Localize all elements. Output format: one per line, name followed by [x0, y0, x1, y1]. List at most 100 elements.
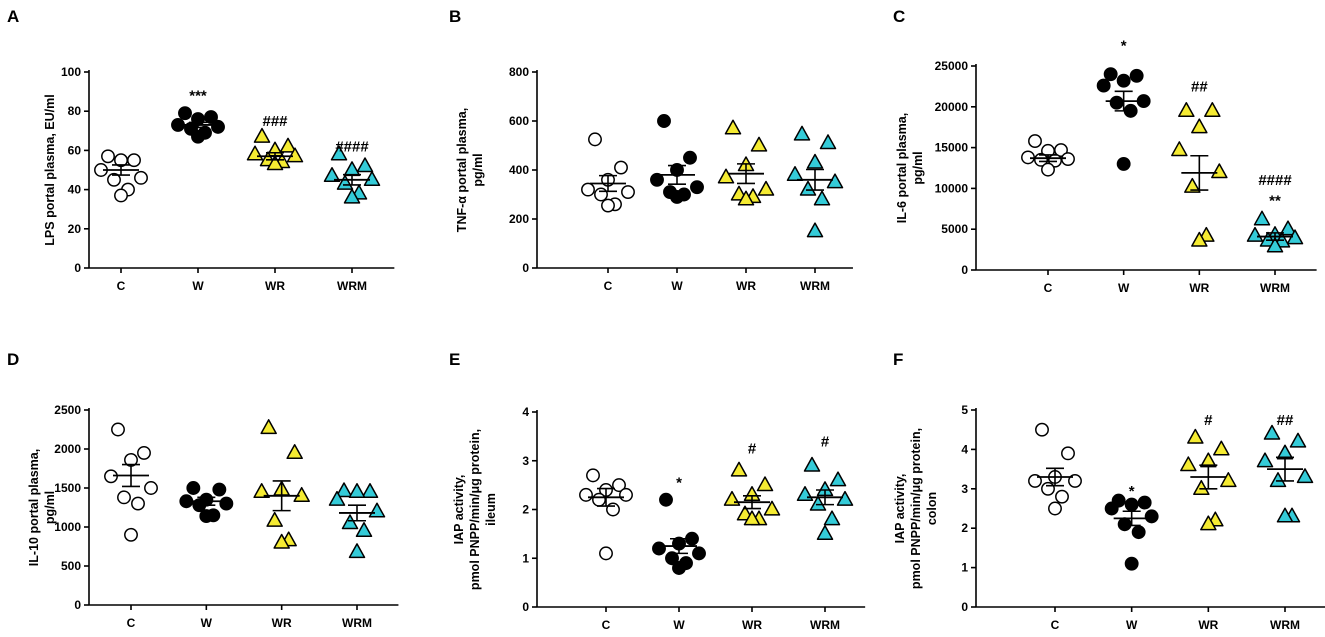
data-point-W: [672, 561, 686, 575]
data-point-WRM: [348, 483, 366, 499]
y-tick-label: 100: [61, 65, 81, 79]
data-point-WR: [246, 145, 264, 161]
data-point-W: [1131, 525, 1146, 540]
x-tick-label: W: [201, 616, 213, 630]
y-tick-label: 60: [68, 143, 82, 157]
data-point-WRM: [341, 514, 359, 530]
data-point-W: [199, 509, 214, 524]
data-point-W: [191, 129, 205, 144]
data-point-W: [659, 492, 673, 507]
y-tick-label: 400: [509, 163, 529, 177]
significance-marker: *: [676, 475, 682, 492]
y-axis-label-line: pg/ml: [911, 151, 925, 184]
x-tick-label: WR: [742, 618, 762, 632]
data-point-WR: [260, 419, 277, 435]
y-axis-label-line: IAP activity,: [893, 474, 907, 544]
data-point-WR: [266, 155, 284, 171]
data-point-WRM: [813, 190, 831, 206]
data-point-WR: [1200, 515, 1217, 531]
data-point-WR: [286, 147, 304, 163]
x-tick-label: WRM: [800, 279, 830, 293]
data-point-W: [204, 110, 218, 125]
y-tick-label: 1: [522, 551, 529, 565]
data-point-C: [1035, 422, 1049, 437]
data-point-WRM: [356, 157, 374, 173]
significance-marker: *: [1121, 38, 1127, 55]
data-point-WRM: [361, 483, 379, 499]
y-tick-label: 5000: [941, 222, 968, 236]
x-tick-label: WRM: [1270, 618, 1300, 632]
data-point-W: [1117, 517, 1132, 532]
data-point-C: [601, 198, 615, 213]
data-point-WR: [724, 119, 742, 135]
data-point-WR: [1204, 102, 1221, 118]
data-point-WRM: [786, 166, 804, 182]
data-point-C: [101, 149, 115, 164]
x-tick-label: W: [1118, 281, 1130, 295]
data-point-WR: [1211, 163, 1228, 179]
data-point-WRM: [1289, 432, 1307, 448]
data-point-WRM: [826, 173, 844, 189]
data-point-W: [1116, 73, 1131, 88]
y-axis-label-line: pmol PNPP/min/μg protein,: [468, 429, 482, 590]
data-point-WR: [286, 444, 303, 460]
x-tick-label: C: [117, 279, 126, 293]
data-point-WR: [1213, 440, 1230, 456]
y-tick-label: 2: [961, 521, 968, 535]
y-tick-label: 2000: [54, 442, 81, 456]
panel-f: F 0 1 2 3 4 5 C W WR WRM IAP activity, pmol PNPP/mi…: [893, 350, 1325, 632]
data-point-WR: [717, 168, 735, 184]
data-point-W: [692, 546, 706, 561]
data-point-WRM: [1256, 452, 1274, 468]
y-tick-label: 80: [68, 104, 82, 118]
data-point-C: [581, 182, 595, 197]
y-tick-label: 800: [509, 65, 529, 79]
y-tick-label: 40: [68, 183, 82, 197]
data-point-WRM: [1279, 220, 1297, 236]
y-tick-label: 3: [522, 454, 529, 468]
panel-d: D 0 500 1000 1500 2000 2500 C W WR WRM IL-10 porta…: [7, 350, 399, 630]
data-point-WRM: [819, 134, 837, 150]
data-point-W: [1124, 497, 1139, 512]
significance-marker: ##: [1191, 78, 1208, 95]
data-point-WRM: [323, 167, 341, 183]
data-point-WRM: [1263, 424, 1281, 440]
x-tick-label: WR: [736, 279, 756, 293]
data-point-C: [619, 487, 633, 502]
x-tick-label: WR: [1189, 281, 1209, 295]
data-point-WRM: [1296, 468, 1314, 484]
y-tick-label: 200: [509, 212, 529, 226]
data-point-C: [1041, 481, 1055, 496]
panel-letter: D: [7, 350, 19, 369]
y-axis-label: TNF-α portal plasma, pg/ml: [455, 108, 485, 232]
x-tick-label: C: [127, 616, 136, 630]
data-point-WR: [253, 483, 270, 499]
data-point-C: [1048, 501, 1062, 516]
data-point-W: [665, 551, 679, 566]
data-point-WR: [763, 500, 781, 516]
data-point-C: [579, 487, 593, 502]
y-axis-label: IAP activity, pmol PNPP/min/μg protein, il…: [452, 429, 498, 590]
data-point-WR: [1187, 428, 1204, 444]
data-point-WRM: [343, 161, 361, 177]
data-point-WR: [756, 476, 774, 492]
data-point-WRM: [836, 490, 854, 506]
data-point-WRM: [806, 153, 824, 169]
y-tick-label: 0: [74, 598, 81, 612]
x-tick-label: C: [602, 618, 611, 632]
data-point-W: [1116, 156, 1131, 171]
data-point-WRM: [363, 170, 381, 186]
y-axis-label-line: ileum: [484, 493, 498, 526]
y-tick-label: 15000: [935, 141, 969, 155]
data-point-C: [131, 496, 145, 511]
data-point-WR: [1184, 177, 1201, 193]
data-point-WR: [266, 511, 283, 527]
panel-letter: F: [893, 350, 903, 369]
data-point-C: [1041, 162, 1055, 177]
x-tick-label: W: [673, 618, 685, 632]
y-axis-label: LPS portal plasma, EU/ml: [43, 94, 57, 245]
data-point-WR: [743, 510, 761, 526]
x-tick-label: WRM: [1260, 281, 1290, 295]
data-point-WRM: [816, 525, 834, 541]
y-tick-label: 1: [961, 561, 968, 575]
